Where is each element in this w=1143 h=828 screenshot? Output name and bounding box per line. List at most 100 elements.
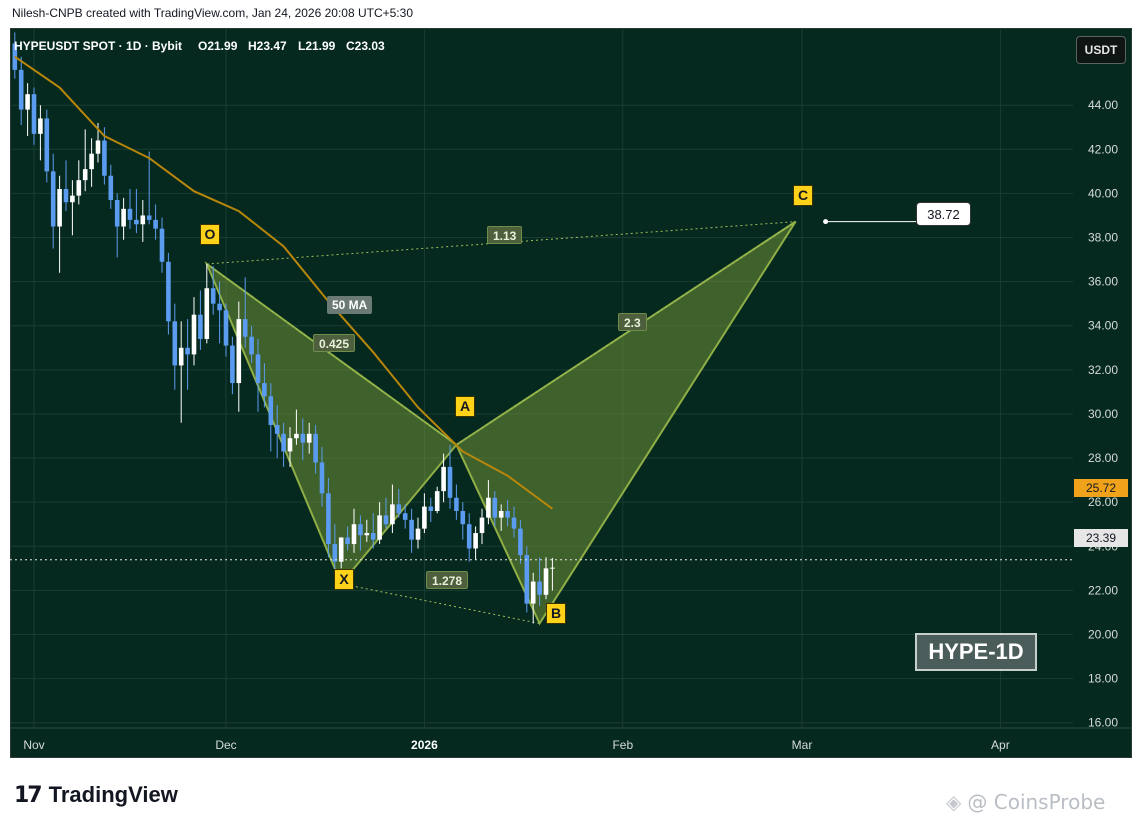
y-tick-label: 30.00 (1088, 407, 1118, 421)
tradingview-logo[interactable]: 17 TradingView (14, 782, 178, 808)
time-axis: Nov Dec 2026 Feb Mar Apr (10, 727, 1132, 752)
candle-body (25, 94, 30, 110)
candle-body (434, 491, 440, 511)
candle-body (18, 69, 24, 110)
candle-body (473, 533, 478, 549)
y-tick-label: 20.00 (1088, 627, 1118, 641)
candle-body (306, 433, 312, 443)
candle-body (249, 336, 254, 355)
symbol-box: HYPE-1D (915, 633, 1037, 671)
candle-body (274, 424, 280, 434)
tradingview-logo-text: TradingView (48, 782, 178, 807)
candle-body (422, 506, 427, 529)
y-tick-label: 34.00 (1088, 319, 1118, 333)
ratio-label-xb: 1.278 (426, 571, 469, 589)
candle-body (108, 175, 114, 201)
candle-body (402, 513, 408, 520)
candle-body (364, 533, 370, 536)
candle-body (332, 544, 338, 562)
candle-body (345, 537, 350, 545)
x-tick-label: Mar (792, 738, 813, 752)
candle-body (204, 288, 210, 339)
candle-body (409, 519, 414, 540)
y-tick-label: 40.00 (1088, 186, 1118, 200)
candle-body (281, 433, 286, 452)
candle-body (50, 171, 56, 227)
chart-grid (10, 28, 1073, 728)
candle-body (383, 515, 389, 525)
candle-body (524, 555, 530, 604)
point-label-b: B (546, 603, 566, 624)
ma-line (14, 55, 553, 510)
candle-body (543, 568, 549, 595)
x-tick-label: 2026 (411, 738, 438, 752)
candle-body (319, 462, 325, 494)
candle-body (140, 215, 146, 225)
candle-body (530, 581, 536, 604)
candle-body (255, 354, 261, 384)
current-price-badge: 23.39 (1074, 529, 1128, 547)
candle-body (313, 433, 318, 463)
candle-body (262, 383, 267, 397)
candle-body (300, 433, 306, 443)
candle-body (511, 517, 517, 529)
candle-body (210, 288, 216, 304)
candle-body (447, 466, 453, 498)
y-tick-label: 32.00 (1088, 363, 1118, 377)
candle-body (268, 396, 274, 425)
price-axis: 44.00 42.00 40.00 38.00 36.00 34.00 32.00 30.00… (1073, 98, 1132, 730)
candle-body (441, 466, 446, 492)
candle-body (153, 219, 158, 229)
candle-body (230, 345, 235, 384)
y-tick-label: 16.00 (1088, 716, 1118, 730)
candle-body (57, 188, 62, 227)
candle-body (63, 188, 69, 203)
candle-body (236, 319, 242, 384)
target-price-callout: 38.72 (916, 202, 971, 226)
candle-body (498, 510, 504, 518)
y-tick-label: 28.00 (1088, 451, 1118, 465)
x-tick-label: Dec (215, 738, 236, 752)
candle-body (172, 321, 178, 366)
x-tick-label: Apr (991, 738, 1010, 752)
candle-body (82, 169, 88, 181)
ratio-label-oa: 0.425 (313, 334, 356, 352)
candle-body (326, 493, 331, 545)
chart-overlays (10, 219, 1073, 561)
candle-body (31, 94, 37, 134)
y-tick-label: 42.00 (1088, 142, 1118, 156)
candle-body (95, 140, 101, 154)
candle-body (217, 303, 222, 311)
y-tick-label: 18.00 (1088, 672, 1118, 686)
candle-body (198, 314, 203, 339)
candle-body (466, 524, 472, 549)
candle-body (396, 504, 402, 514)
y-tick-label: 44.00 (1088, 98, 1118, 112)
candle-body (428, 506, 434, 511)
candle-body (537, 581, 542, 595)
candle-body (178, 347, 184, 366)
candle-body (415, 528, 421, 540)
candle-body (89, 153, 94, 170)
diamond-icon: ◈ (946, 790, 962, 814)
y-tick-label: 36.00 (1088, 275, 1118, 289)
candle-body (486, 497, 491, 518)
ratio-label-oc: 1.13 (487, 226, 523, 244)
candles (12, 32, 555, 624)
candle-body (70, 195, 75, 203)
legend-symbol: HYPEUSDT SPOT · 1D · Bybit (14, 39, 182, 53)
candle-body (223, 310, 229, 346)
candle-body (351, 524, 357, 545)
candle-body (460, 510, 466, 525)
candle-body (12, 43, 18, 70)
watermark-text: @ CoinsProbe (967, 790, 1106, 814)
candle-body (121, 208, 126, 227)
point-label-x: X (334, 569, 354, 590)
ratio-line-xb (341, 583, 540, 624)
legend-low: L21.99 (298, 39, 336, 53)
price-chart[interactable]: 44.00 42.00 40.00 38.00 36.00 34.00 32.00 30.00… (10, 28, 1132, 758)
currency-button[interactable]: USDT (1076, 36, 1126, 64)
ratio-line-oa (206, 263, 457, 446)
tradingview-logo-icon: 17 (14, 782, 43, 808)
pattern-triangle-abc (455, 220, 797, 626)
